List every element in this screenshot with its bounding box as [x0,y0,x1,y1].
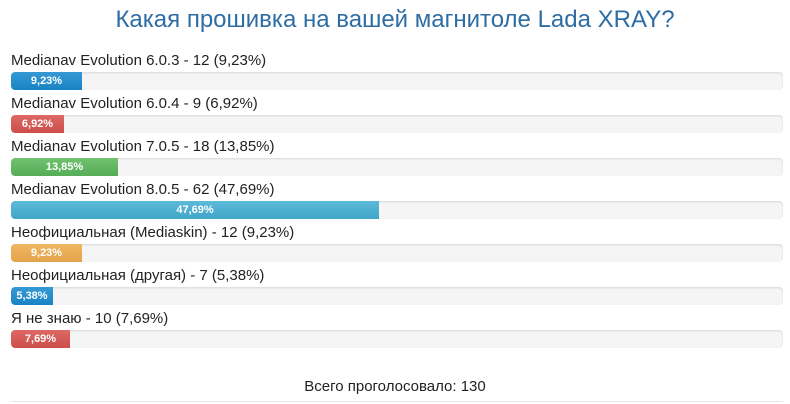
option-label: Medianav Evolution 6.0.3 - 12 (9,23%) [11,52,267,69]
poll-option: Неофициальная (Mediaskin) - 12 (9,23%) 9… [11,224,783,267]
option-label: Medianav Evolution 8.0.5 - 62 (47,69%) [11,181,275,198]
progress-track: 9,23% [11,244,783,262]
option-label: Medianav Evolution 7.0.5 - 18 (13,85%) [11,138,275,155]
poll-total-votes: Всего проголосовало: 130 [304,378,486,395]
progress-bar-fill: 47,69% [11,201,379,219]
progress-bar-fill: 13,85% [11,158,118,176]
poll-option: Medianav Evolution 6.0.3 - 12 (9,23%) 9,… [11,52,783,95]
option-label: Неофициальная (Mediaskin) - 12 (9,23%) [11,224,295,241]
option-label: Неофициальная (другая) - 7 (5,38%) [11,267,265,284]
poll-option: Medianav Evolution 8.0.5 - 62 (47,69%) 4… [11,181,783,224]
poll-option: Medianav Evolution 6.0.4 - 9 (6,92%) 6,9… [11,95,783,138]
progress-bar-fill: 6,92% [11,115,64,133]
poll-option: Неофициальная (другая) - 7 (5,38%) 5,38% [11,267,783,310]
progress-track: 47,69% [11,201,783,219]
progress-bar-fill: 9,23% [11,72,82,90]
progress-track: 13,85% [11,158,783,176]
progress-track: 7,69% [11,330,783,348]
poll-title: Какая прошивка на вашей магнитоле Lada X… [115,6,675,33]
progress-track: 6,92% [11,115,783,133]
progress-bar-fill: 7,69% [11,330,70,348]
option-label: Я не знаю - 10 (7,69%) [11,310,169,327]
progress-bar-fill: 9,23% [11,244,82,262]
poll-option: Я не знаю - 10 (7,69%) 7,69% [11,310,783,353]
progress-track: 5,38% [11,287,783,305]
progress-bar-fill: 5,38% [11,287,53,305]
option-label: Medianav Evolution 6.0.4 - 9 (6,92%) [11,95,258,112]
divider [11,401,783,402]
poll-option: Medianav Evolution 7.0.5 - 18 (13,85%) 1… [11,138,783,181]
poll-options: Medianav Evolution 6.0.3 - 12 (9,23%) 9,… [11,52,783,353]
progress-track: 9,23% [11,72,783,90]
